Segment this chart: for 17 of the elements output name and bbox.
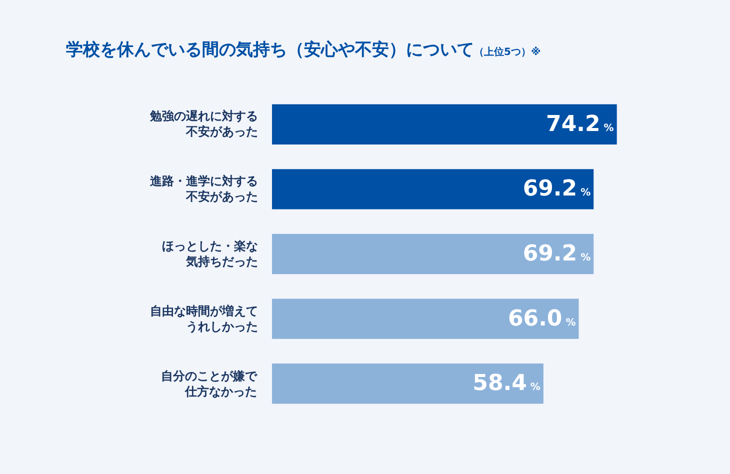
data-label: 66.0%	[508, 306, 576, 332]
y-tick-label: 自由な時間が増えてうれしかった	[150, 304, 258, 334]
bar	[272, 234, 594, 274]
chart-subtitle: （上位5つ）※	[474, 46, 541, 58]
bar	[272, 104, 617, 144]
y-tick-label: ほっとした・楽な気持ちだった	[162, 239, 258, 269]
bar	[272, 364, 544, 404]
y-tick-label: 自分のことが嫌で仕方なかった	[161, 369, 258, 399]
data-label: 69.2%	[522, 242, 591, 266]
bar	[272, 298, 579, 339]
data-label: 74.2%	[546, 112, 614, 137]
data-label: 58.4%	[472, 371, 540, 396]
y-tick-label: 進路・進学に対する不安があった	[149, 174, 258, 204]
chart-title: 学校を休んでいる間の気持ち（安心や不安）について	[66, 40, 474, 60]
y-tick-label: 勉強の遅れに対する不安があった	[149, 109, 258, 139]
data-label: 69.2%	[522, 176, 591, 202]
bar	[272, 169, 594, 210]
